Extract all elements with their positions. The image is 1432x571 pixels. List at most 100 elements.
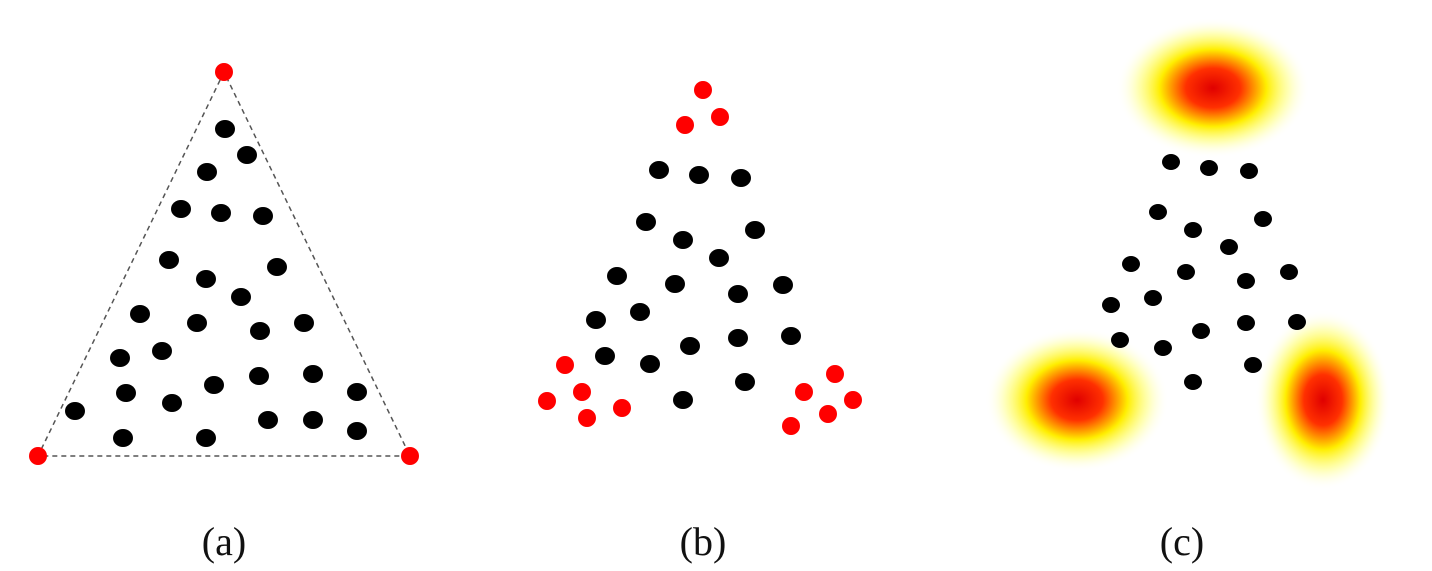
red-cluster-point (711, 108, 729, 126)
caption-a: (a) (201, 519, 247, 564)
black-point (1162, 154, 1180, 170)
black-point (773, 276, 793, 294)
black-point (211, 204, 231, 222)
black-point (204, 376, 224, 394)
black-point (1237, 315, 1255, 331)
red-cluster-point (819, 405, 837, 423)
black-point (1149, 204, 1167, 220)
black-point (673, 391, 693, 409)
black-point (65, 402, 85, 420)
black-point (1288, 314, 1306, 330)
black-point (1240, 163, 1258, 179)
black-point (1111, 332, 1129, 348)
black-point (250, 322, 270, 340)
black-point (731, 169, 751, 187)
black-point (1200, 160, 1218, 176)
black-point (781, 327, 801, 345)
red-cluster-point (676, 116, 694, 134)
black-point (595, 347, 615, 365)
panel-a (29, 63, 419, 465)
black-point (237, 146, 257, 164)
black-point (1144, 290, 1162, 306)
red-cluster-point (556, 356, 574, 374)
red-cluster-point (795, 383, 813, 401)
black-point (1102, 297, 1120, 313)
black-point (640, 355, 660, 373)
black-point (197, 163, 217, 181)
red-cluster-point (694, 81, 712, 99)
black-point (171, 200, 191, 218)
black-point (347, 383, 367, 401)
black-point (162, 394, 182, 412)
black-point (1244, 357, 1262, 373)
black-point (267, 258, 287, 276)
red-vertex-point (401, 447, 419, 465)
red-vertex-point (29, 447, 47, 465)
black-point (1122, 256, 1140, 272)
black-point (1237, 273, 1255, 289)
black-point (215, 120, 235, 138)
point-set-c (1102, 154, 1306, 390)
panel-c (985, 18, 1391, 490)
black-point (152, 342, 172, 360)
black-point (735, 373, 755, 391)
dashed-triangle-boundary (36, 70, 412, 457)
heat-blobs-c (985, 18, 1391, 490)
black-point (231, 288, 251, 306)
black-point (689, 166, 709, 184)
black-point (728, 285, 748, 303)
corner-clusters-b (538, 81, 862, 435)
red-cluster-point (782, 417, 800, 435)
black-point (196, 429, 216, 447)
heat-blob (985, 328, 1169, 472)
black-point (630, 303, 650, 321)
black-point (249, 367, 269, 385)
black-point (294, 314, 314, 332)
black-point (1220, 239, 1238, 255)
point-set-a (65, 120, 367, 447)
black-point (303, 365, 323, 383)
caption-b: (b) (679, 519, 727, 564)
black-point (116, 384, 136, 402)
black-point (1184, 374, 1202, 390)
red-cluster-point (573, 383, 591, 401)
caption-c: (c) (1159, 519, 1205, 564)
black-point (159, 251, 179, 269)
black-point (586, 311, 606, 329)
black-point (1177, 264, 1195, 280)
black-point (303, 411, 323, 429)
vertex-points-a (29, 63, 419, 465)
red-cluster-point (538, 392, 556, 410)
black-point (607, 267, 627, 285)
black-point (1184, 222, 1202, 238)
black-point (187, 314, 207, 332)
red-cluster-point (826, 365, 844, 383)
black-point (1192, 323, 1210, 339)
black-point (649, 161, 669, 179)
black-point (728, 329, 748, 347)
black-point (258, 411, 278, 429)
heat-blob (1116, 18, 1310, 158)
black-point (1280, 264, 1298, 280)
black-point (196, 270, 216, 288)
black-point (347, 422, 367, 440)
black-point (709, 249, 729, 267)
black-point (636, 213, 656, 231)
point-set-b (586, 161, 801, 409)
black-point (130, 305, 150, 323)
black-point (665, 275, 685, 293)
black-point (680, 337, 700, 355)
heat-blob (1255, 310, 1391, 490)
black-point (745, 221, 765, 239)
red-cluster-point (844, 391, 862, 409)
black-point (673, 231, 693, 249)
panel-b (538, 81, 862, 435)
black-point (1254, 211, 1272, 227)
black-point (1154, 340, 1172, 356)
black-point (110, 349, 130, 367)
red-cluster-point (613, 399, 631, 417)
black-point (113, 429, 133, 447)
red-vertex-point (215, 63, 233, 81)
black-point (253, 207, 273, 225)
